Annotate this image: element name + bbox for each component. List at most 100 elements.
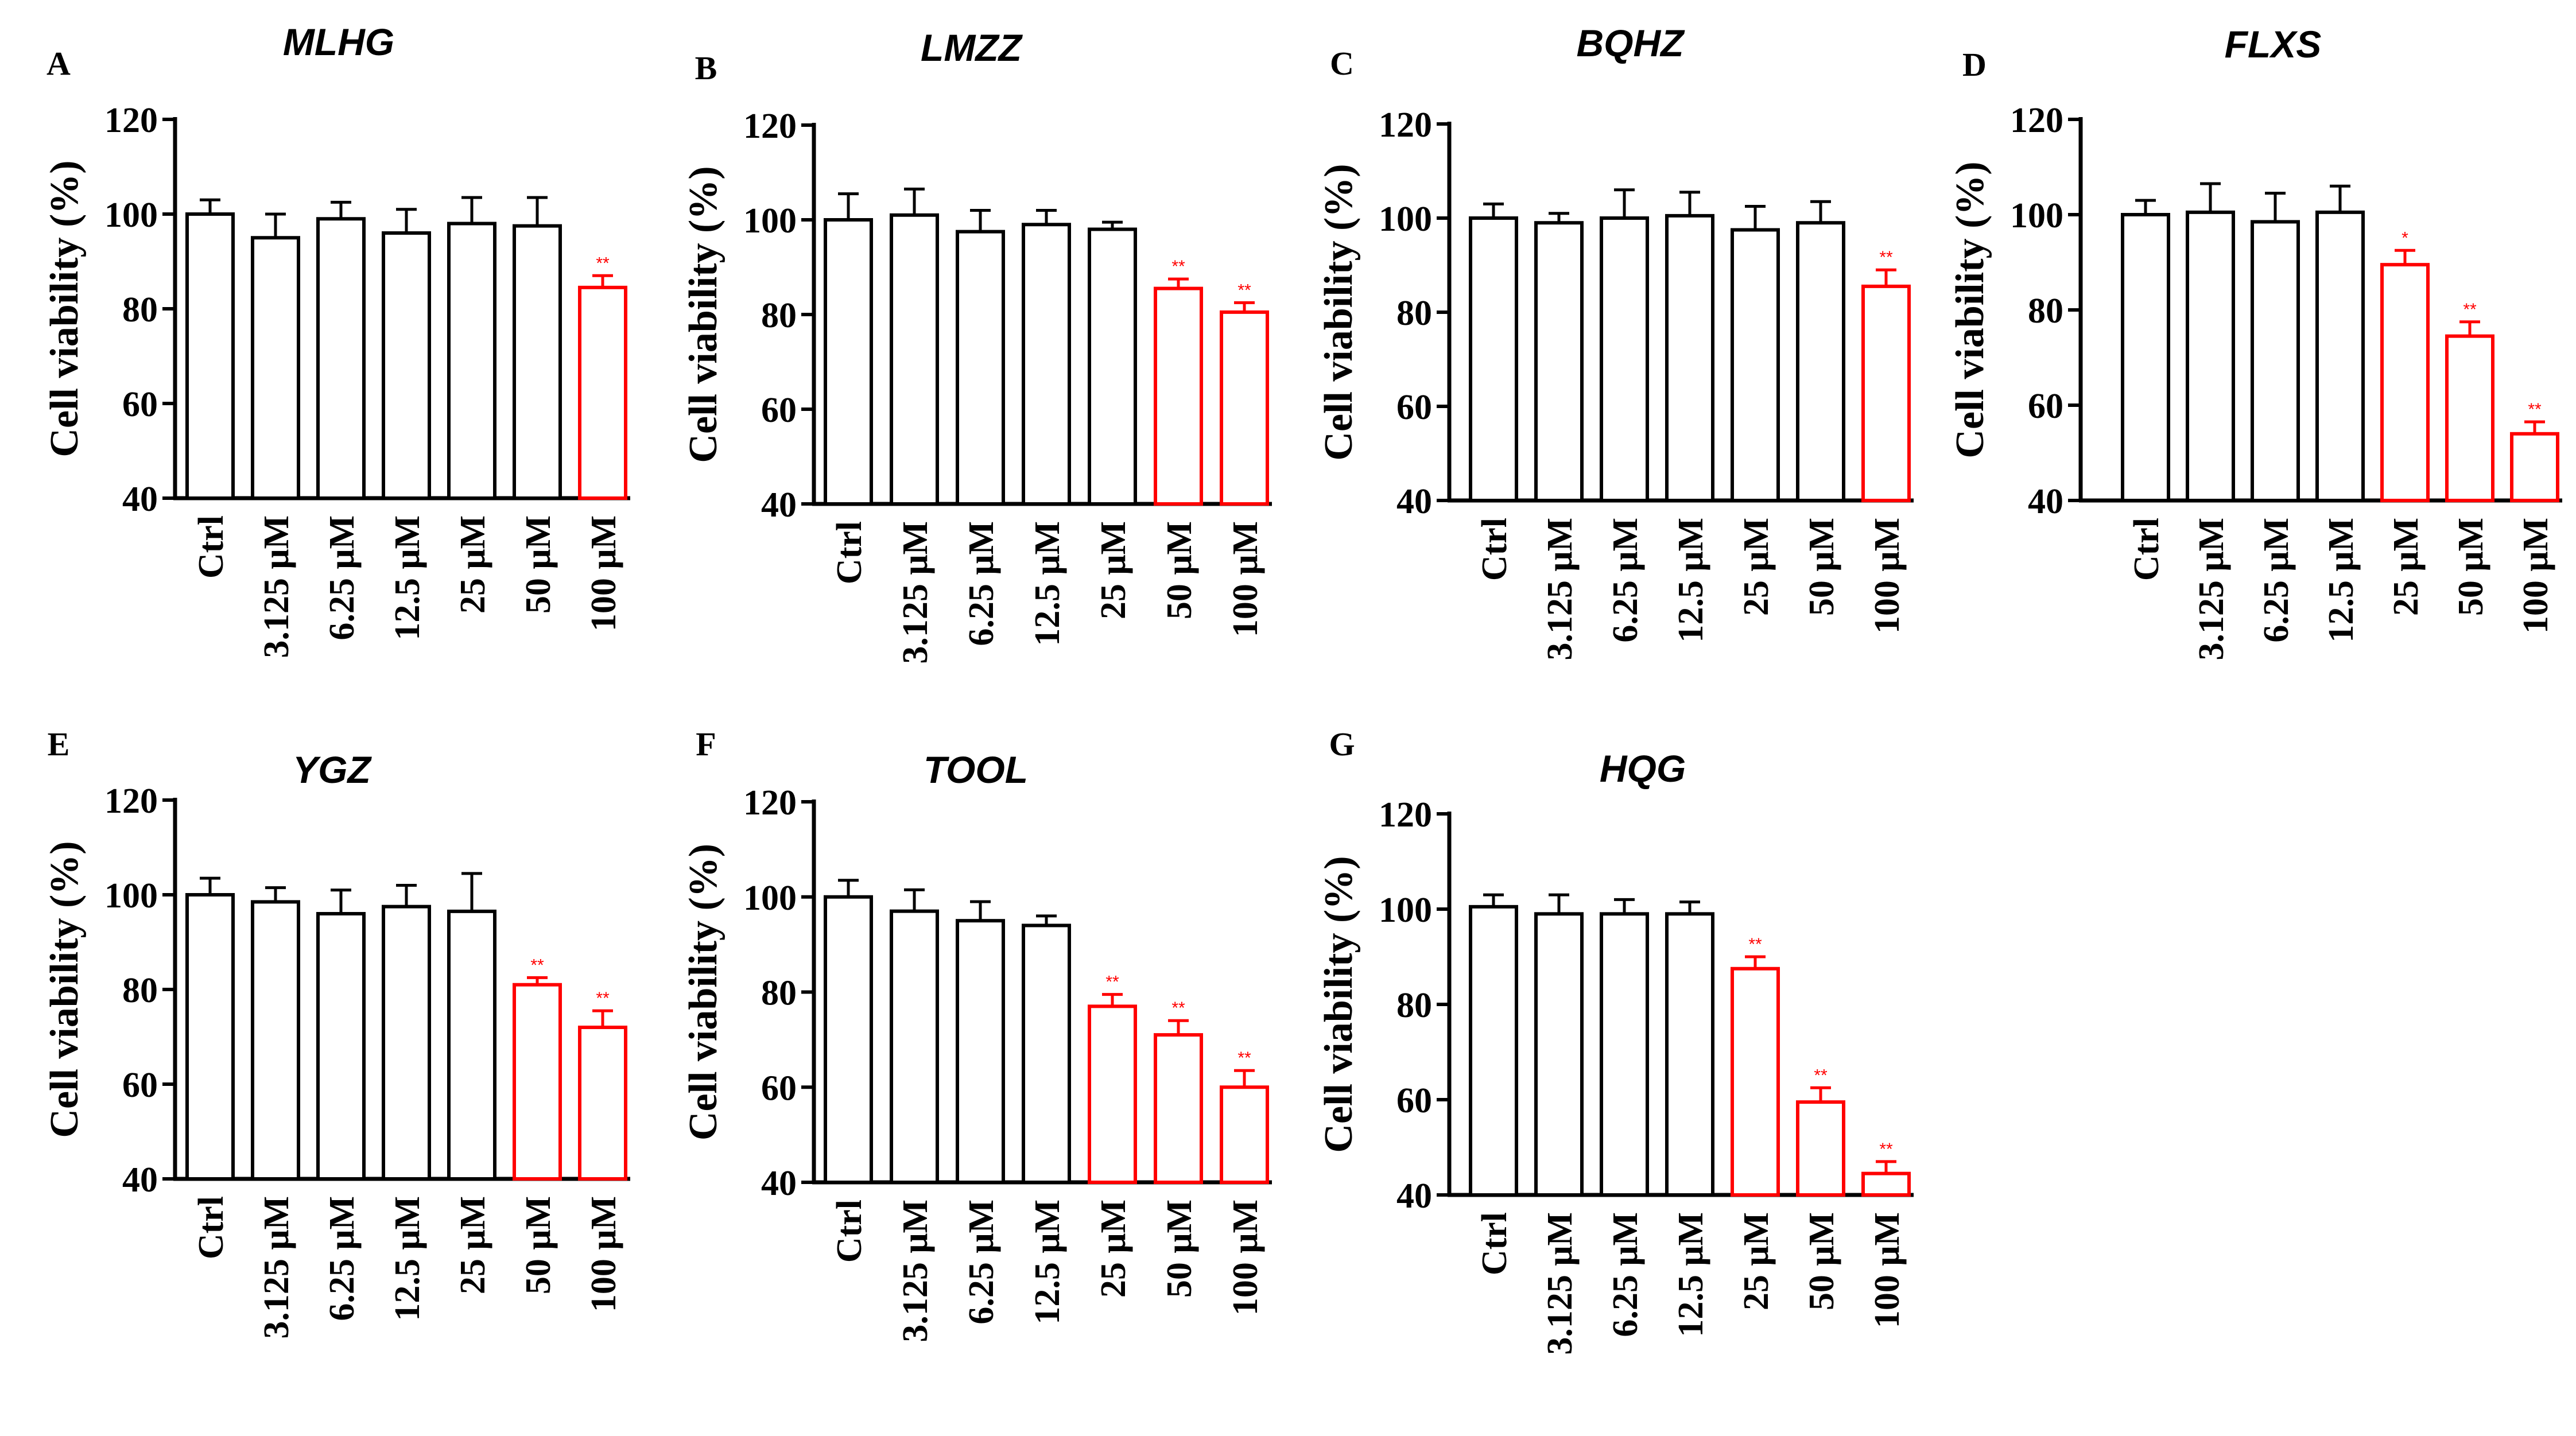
bar [251,900,300,1181]
bar [890,213,939,506]
x-tick-label: 3.125 μM [257,515,296,658]
y-tick-label: 80 [2028,292,2063,331]
bar [447,909,496,1181]
x-tick-label: 6.25 μM [1606,518,1645,643]
y-tick-label: 40 [761,486,797,525]
x-tick-label: 3.125 μM [896,1200,935,1342]
x-tick-label: 3.125 μM [1541,1212,1580,1355]
significance-label: ** [1237,1049,1251,1068]
y-tick-label: 60 [761,1069,797,1108]
bar [1731,967,1780,1197]
bar [2186,210,2235,502]
bar [1220,1085,1269,1184]
x-tick-label: 3.125 μM [2192,518,2231,661]
x-tick-label: 12.5 μM [1671,518,1710,643]
y-tick-label: 60 [122,385,158,424]
x-tick-label: Ctrl [1475,518,1514,581]
x-tick-label: 100 μM [1868,518,1907,634]
x-tick-label: 25 μM [1737,518,1776,616]
bar [1469,905,1518,1197]
y-tick-label: 80 [122,290,158,329]
bar [578,1026,627,1181]
y-axis-label: Cell viability (%) [1317,164,1361,460]
y-tick-label: 100 [2010,196,2063,235]
significance-label: ** [2463,300,2477,319]
bar [1534,221,1584,502]
x-tick-label: 6.25 μM [1606,1212,1645,1337]
bar [447,222,496,500]
chart-panel-e: E YGZ 40 60 80 100 120 Cell viability (%) Ctrl 3.… [42,725,630,1339]
x-tick-label: 25 μM [453,515,492,614]
y-tick-label: 120 [743,107,797,146]
significance-label: ** [1814,1066,1828,1085]
bar [2251,220,2300,502]
bar [1220,310,1269,506]
chart-panel-d: D FLXS 40 60 80 100 120 Cell viability (%) Ctrl 3… [1948,23,2562,661]
bar [956,919,1005,1184]
bar [251,236,300,500]
bar [2380,263,2430,502]
bar [1022,223,1071,506]
panel-letter: A [46,45,71,82]
bar [185,212,235,500]
significance-label: ** [1171,999,1185,1018]
significance-label: * [2402,228,2408,247]
significance-label: ** [1879,248,1893,267]
bar [1665,214,1714,502]
x-tick-label: Ctrl [192,515,231,579]
y-tick-label: 60 [1396,388,1432,427]
x-tick-label: 25 μM [2387,518,2426,616]
panel-letter: C [1330,45,1354,82]
chart-panel-c: C BQHZ 40 60 80 100 120 Cell viability (%) Ctrl 3… [1317,22,1914,661]
x-tick-label: 3.125 μM [257,1196,296,1339]
significance-label: ** [1237,281,1251,300]
x-tick-label: 3.125 μM [896,521,935,664]
x-tick-label: 50 μM [1160,521,1199,619]
x-tick-label: Ctrl [2127,518,2166,581]
bar [1796,221,1845,502]
y-tick-label: 60 [2028,387,2063,426]
y-tick-label: 40 [122,1161,158,1200]
x-tick-label: 6.25 μM [2257,518,2296,643]
x-tick-label: 3.125 μM [1541,518,1580,661]
y-axis-label: Cell viability (%) [681,844,726,1140]
x-tick-label: 6.25 μM [323,515,362,641]
bar [382,905,431,1181]
x-tick-label: 25 μM [453,1196,492,1294]
chart-panel-f: F TOOL 40 60 80 100 120 Cell viability (%) Ctrl 3… [681,725,1272,1342]
y-tick-label: 80 [761,296,797,335]
bar [316,912,366,1181]
x-tick-label: 100 μM [2516,518,2555,634]
y-tick-label: 60 [1396,1081,1432,1120]
bar [1796,1100,1845,1197]
panel-letter: B [695,49,717,87]
bar [956,230,1005,506]
chart-panel-g: G HQG 40 60 80 100 120 Cell viability (%) Ctrl 3.… [1317,725,1914,1355]
chart-title: FLXS [2225,23,2322,65]
x-tick-label: 6.25 μM [962,521,1001,646]
bar [1665,912,1714,1197]
x-tick-label: 12.5 μM [1671,1212,1710,1337]
bar [890,909,939,1185]
bar [2510,432,2559,502]
x-tick-label: 12.5 μM [1028,1200,1067,1325]
bar [824,218,873,506]
y-tick-label: 80 [122,971,158,1010]
significance-label: ** [1748,935,1762,954]
y-tick-label: 60 [761,391,797,430]
x-tick-label: 100 μM [584,1196,623,1312]
y-tick-label: 120 [743,783,797,822]
x-tick-label: Ctrl [192,1196,231,1259]
y-tick-label: 80 [761,974,797,1013]
y-tick-label: 60 [122,1066,158,1105]
x-tick-label: 12.5 μM [1028,521,1067,646]
x-tick-label: 100 μM [1868,1212,1907,1328]
x-tick-label: 25 μM [1094,521,1133,619]
x-tick-label: 50 μM [2451,518,2490,616]
x-tick-label: 25 μM [1737,1212,1776,1310]
bar [1469,216,1518,502]
x-tick-label: 50 μM [1802,518,1841,616]
bar [1154,1033,1203,1185]
bar [382,231,431,500]
bar [2315,210,2365,502]
